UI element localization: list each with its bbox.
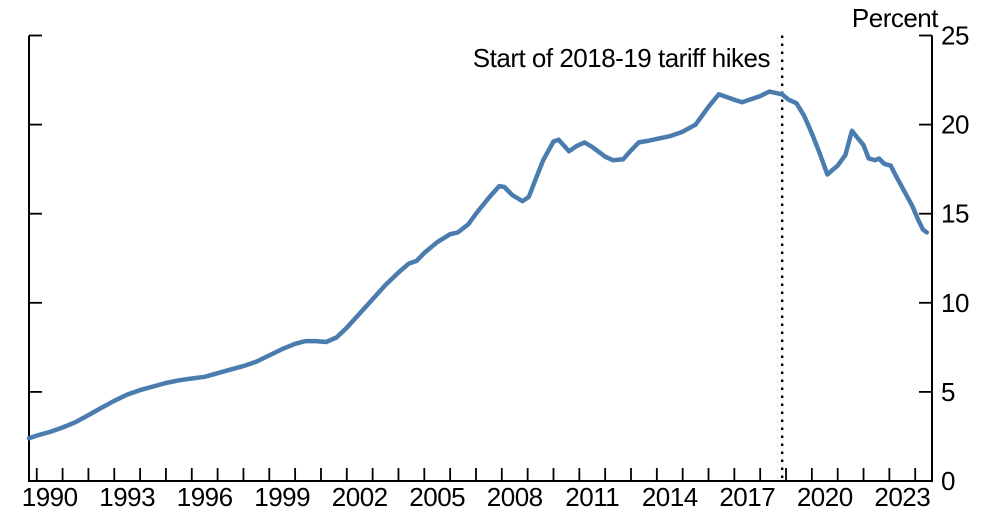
- x-axis-tick-label: 2008: [487, 482, 543, 512]
- y-axis-unit-label: Percent: [852, 3, 939, 33]
- data-series-line: [26, 89, 930, 441]
- x-axis-tick-label: 2002: [332, 482, 388, 512]
- x-axis-tick-label: 1993: [99, 482, 155, 512]
- y-axis-tick-label: 10: [941, 288, 969, 318]
- y-axis-tick-label: 5: [941, 377, 955, 407]
- annotation-label: Start of 2018-19 tariff hikes: [473, 43, 771, 73]
- y-axis-tick-label: 15: [941, 199, 969, 229]
- y-axis-tick-label: 25: [941, 21, 969, 51]
- x-axis-tick-label: 1990: [22, 482, 78, 512]
- x-axis-tick-label: 2011: [565, 482, 619, 512]
- x-axis-tick-label: 2023: [874, 482, 930, 512]
- x-axis-tick-label: 1999: [254, 482, 310, 512]
- x-axis-tick-label: 2014: [642, 482, 698, 512]
- x-axis-tick-label: 2005: [409, 482, 465, 512]
- x-axis-tick-label: 1996: [177, 482, 233, 512]
- x-axis-tick-label: 2020: [797, 482, 853, 512]
- x-axis-tick-label: 2017: [719, 482, 775, 512]
- y-axis-tick-label: 0: [941, 466, 955, 496]
- y-axis-tick-label: 20: [941, 110, 969, 140]
- chart-render-layer: 0 5 10 15 20 25 1990 1993 1996 1999 2002 2005 2008 20…: [22, 21, 970, 513]
